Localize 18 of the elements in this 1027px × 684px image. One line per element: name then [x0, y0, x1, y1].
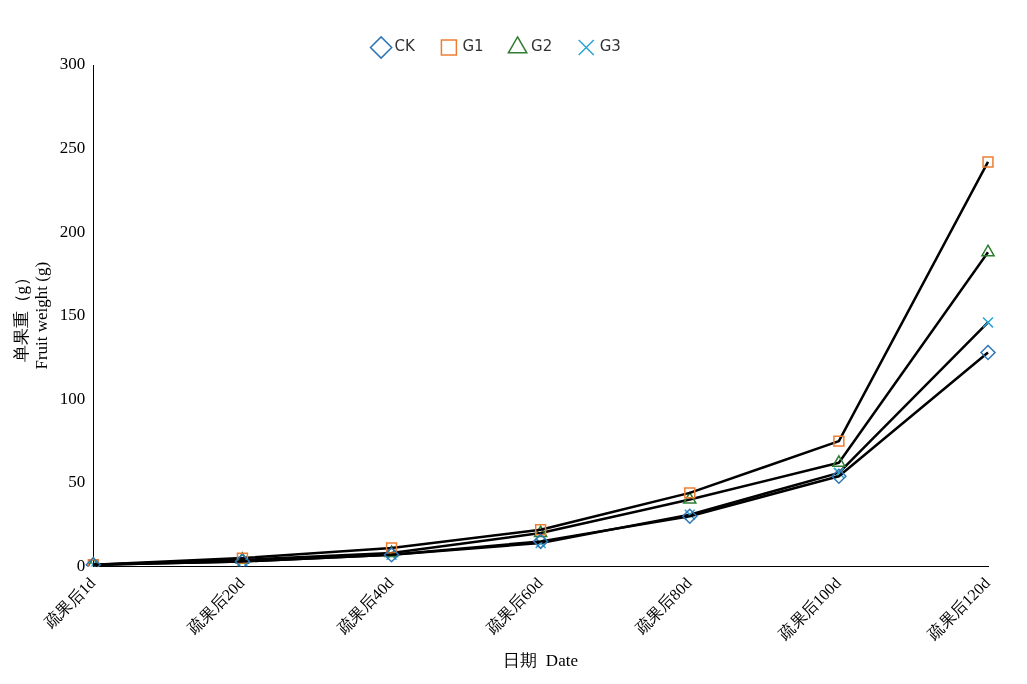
x-tick-label: 疏果后80d [631, 574, 695, 638]
y-tick-label: 300 [59, 54, 86, 74]
y-tick-label: 100 [59, 388, 86, 408]
x-tick-label: 疏果后20d [184, 574, 248, 638]
x-tick-label: 疏果后1d [41, 574, 99, 632]
y-tick-label: 200 [59, 221, 86, 241]
legend-label: G1 [462, 37, 484, 56]
legend-label: CK [394, 37, 417, 56]
y-axis-title: 单果重（g） Fruit weight (g) [11, 261, 52, 370]
x-tick-label: 疏果后60d [482, 574, 546, 638]
x-axis-title: 日期 Date [503, 651, 578, 671]
legend-label: G3 [599, 37, 621, 56]
y-tick-label: 150 [59, 305, 86, 325]
y-tick-label: 250 [59, 138, 86, 158]
legend-label: G2 [531, 37, 553, 56]
y-tick-label: 50 [68, 472, 86, 492]
y-tick-label: 0 [76, 555, 86, 575]
x-tick-label: 疏果后40d [333, 574, 397, 638]
